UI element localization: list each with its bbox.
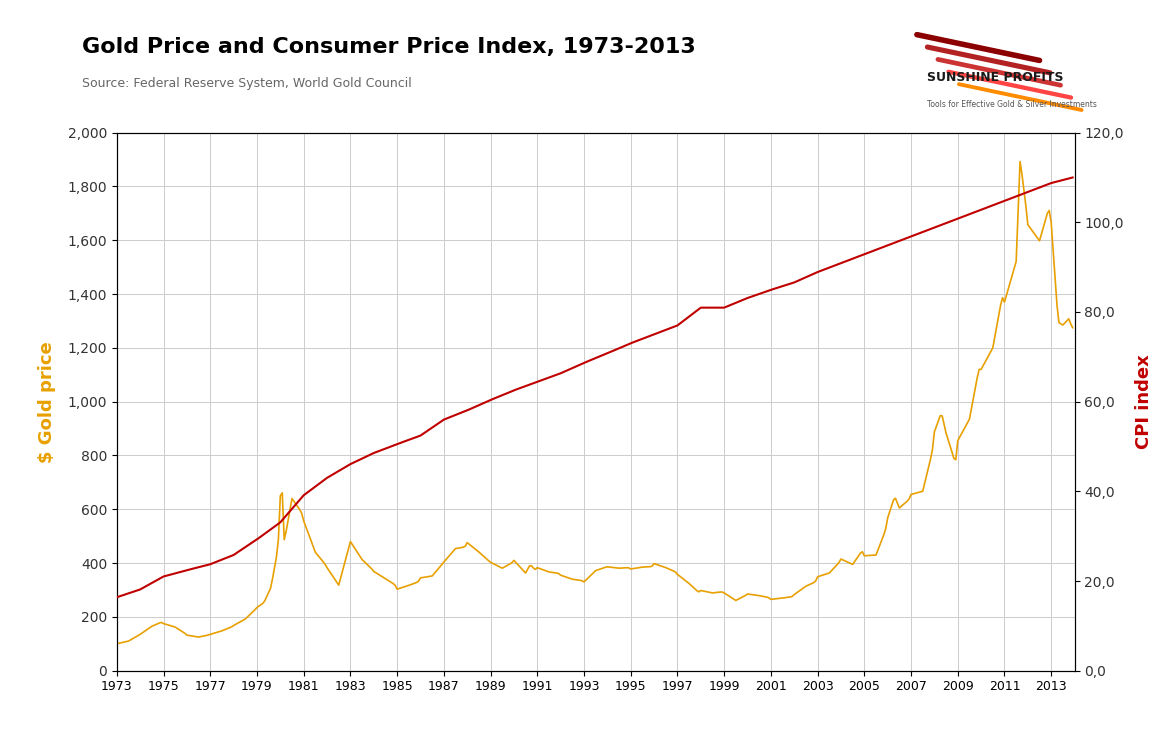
Text: SUNSHINE PROFITS: SUNSHINE PROFITS (927, 71, 1064, 84)
Y-axis label: $ Gold price: $ Gold price (39, 340, 56, 463)
Y-axis label: CPI index: CPI index (1135, 354, 1153, 449)
Text: Gold Price and Consumer Price Index, 1973-2013: Gold Price and Consumer Price Index, 197… (82, 37, 695, 57)
Text: Tools for Effective Gold & Silver Investments: Tools for Effective Gold & Silver Invest… (927, 99, 1097, 108)
Text: Source: Federal Reserve System, World Gold Council: Source: Federal Reserve System, World Go… (82, 77, 411, 91)
